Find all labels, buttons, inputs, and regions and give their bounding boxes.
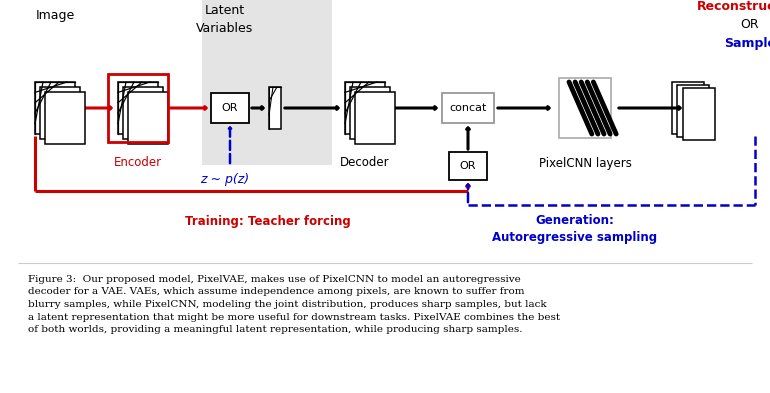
Bar <box>118 82 158 134</box>
Bar <box>128 92 168 144</box>
Bar <box>35 82 75 134</box>
Bar <box>40 87 80 139</box>
Bar <box>449 152 487 180</box>
Text: Image: Image <box>35 9 75 22</box>
Bar <box>211 93 249 123</box>
Bar <box>202 0 332 165</box>
Bar <box>123 87 163 139</box>
Text: Figure 3:  Our proposed model, PixelVAE, makes use of PixelCNN to model an autor: Figure 3: Our proposed model, PixelVAE, … <box>28 275 560 334</box>
Bar <box>559 78 611 138</box>
Text: concat: concat <box>450 103 487 113</box>
Bar <box>45 92 85 144</box>
Text: Sample: Sample <box>724 37 770 50</box>
Text: Latent: Latent <box>205 4 245 18</box>
Bar <box>678 85 709 137</box>
Bar <box>350 87 390 139</box>
Bar <box>269 87 281 129</box>
Text: z ∼ p(z): z ∼ p(z) <box>200 173 249 187</box>
Text: OR: OR <box>222 103 238 113</box>
Text: OR: OR <box>460 161 477 171</box>
Bar <box>108 74 168 142</box>
Text: Generation:: Generation: <box>536 215 614 228</box>
Bar <box>683 88 715 140</box>
Text: Autoregressive sampling: Autoregressive sampling <box>493 231 658 244</box>
Text: OR: OR <box>741 18 759 31</box>
Bar <box>345 82 385 134</box>
Text: Training: Teacher forcing: Training: Teacher forcing <box>185 215 351 228</box>
Bar <box>672 82 704 134</box>
Text: PixelCNN layers: PixelCNN layers <box>538 158 631 171</box>
Text: Reconstruction: Reconstruction <box>697 0 770 13</box>
Bar <box>442 93 494 123</box>
Text: Encoder: Encoder <box>114 156 162 169</box>
Text: Decoder: Decoder <box>340 156 390 169</box>
Bar <box>355 92 395 144</box>
Text: Variables: Variables <box>196 22 253 35</box>
